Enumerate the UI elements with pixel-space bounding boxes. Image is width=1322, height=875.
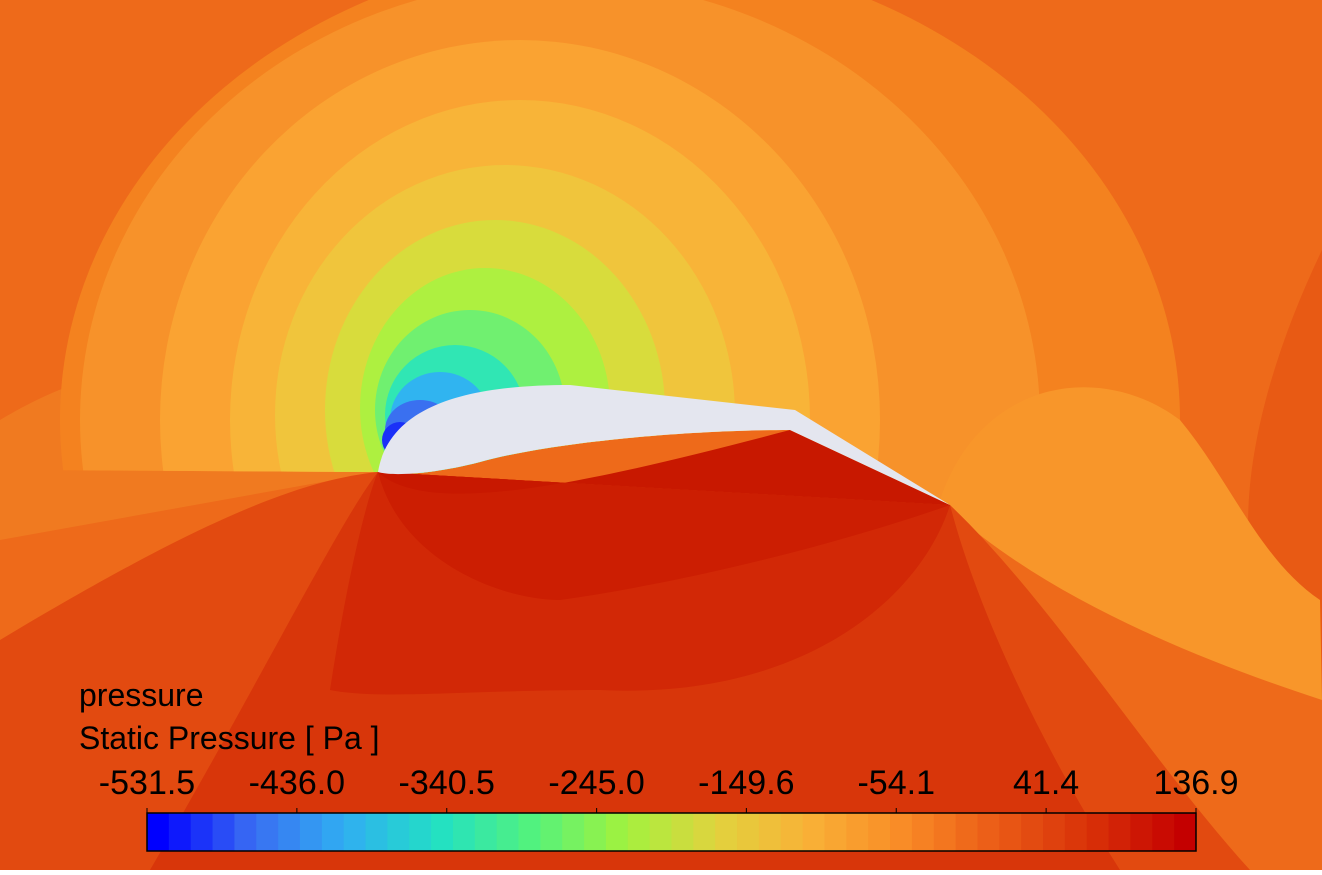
- tick-label: -149.6: [698, 764, 794, 802]
- color-band: [540, 813, 563, 851]
- color-band: [212, 813, 235, 851]
- tick-label: -54.1: [857, 764, 935, 802]
- color-band: [496, 813, 520, 851]
- color-band: [431, 813, 454, 851]
- color-band: [190, 813, 214, 851]
- color-band: [693, 813, 716, 851]
- legend-title: pressure: [79, 677, 204, 713]
- color-band: [627, 813, 651, 851]
- color-band: [955, 813, 978, 851]
- color-band: [911, 813, 935, 851]
- color-band: [649, 813, 672, 851]
- tick-label: -340.5: [399, 764, 495, 802]
- color-band: [999, 813, 1022, 851]
- tick-label: -531.5: [99, 764, 195, 802]
- color-band: [409, 813, 432, 851]
- color-band: [278, 813, 301, 851]
- color-band: [168, 813, 192, 851]
- color-band: [715, 813, 738, 851]
- color-band: [890, 813, 913, 851]
- color-band: [474, 813, 498, 851]
- colorbar-frame: [146, 812, 1197, 852]
- color-band: [780, 813, 804, 851]
- color-band: [343, 813, 367, 851]
- tick-label: -436.0: [249, 764, 345, 802]
- color-band: [1174, 813, 1197, 851]
- legend-subtitle: Static Pressure [ Pa ]: [79, 720, 380, 756]
- tick-label: -245.0: [548, 764, 644, 802]
- color-band: [758, 813, 782, 851]
- tick-label: 41.4: [1013, 764, 1079, 802]
- color-band: [933, 813, 957, 851]
- color-band: [518, 813, 541, 851]
- airfoil: [378, 385, 950, 505]
- color-band: [584, 813, 607, 851]
- tick-label: 136.9: [1153, 764, 1238, 802]
- color-band: [737, 813, 760, 851]
- color-band: [299, 813, 323, 851]
- color-band: [846, 813, 869, 851]
- color-band: [977, 813, 1000, 851]
- color-band: [1021, 813, 1044, 851]
- color-band: [321, 813, 345, 851]
- colorbar: -531.5 -436.0 -340.5 -245.0 -149.6 -54.1 41.4 1…: [99, 764, 1239, 852]
- color-band: [387, 813, 410, 851]
- color-band: [1130, 813, 1153, 851]
- color-band: [1064, 813, 1088, 851]
- color-band: [147, 813, 170, 851]
- color-band: [452, 813, 476, 851]
- color-band: [562, 813, 585, 851]
- color-band: [1108, 813, 1131, 851]
- color-band: [868, 813, 891, 851]
- color-band: [234, 813, 257, 851]
- color-band: [1086, 813, 1110, 851]
- color-band: [1152, 813, 1175, 851]
- color-band: [1043, 813, 1066, 851]
- color-band: [365, 813, 388, 851]
- color-band: [605, 813, 629, 851]
- color-band: [802, 813, 825, 851]
- color-band: [256, 813, 279, 851]
- color-band: [671, 813, 694, 851]
- color-band: [824, 813, 847, 851]
